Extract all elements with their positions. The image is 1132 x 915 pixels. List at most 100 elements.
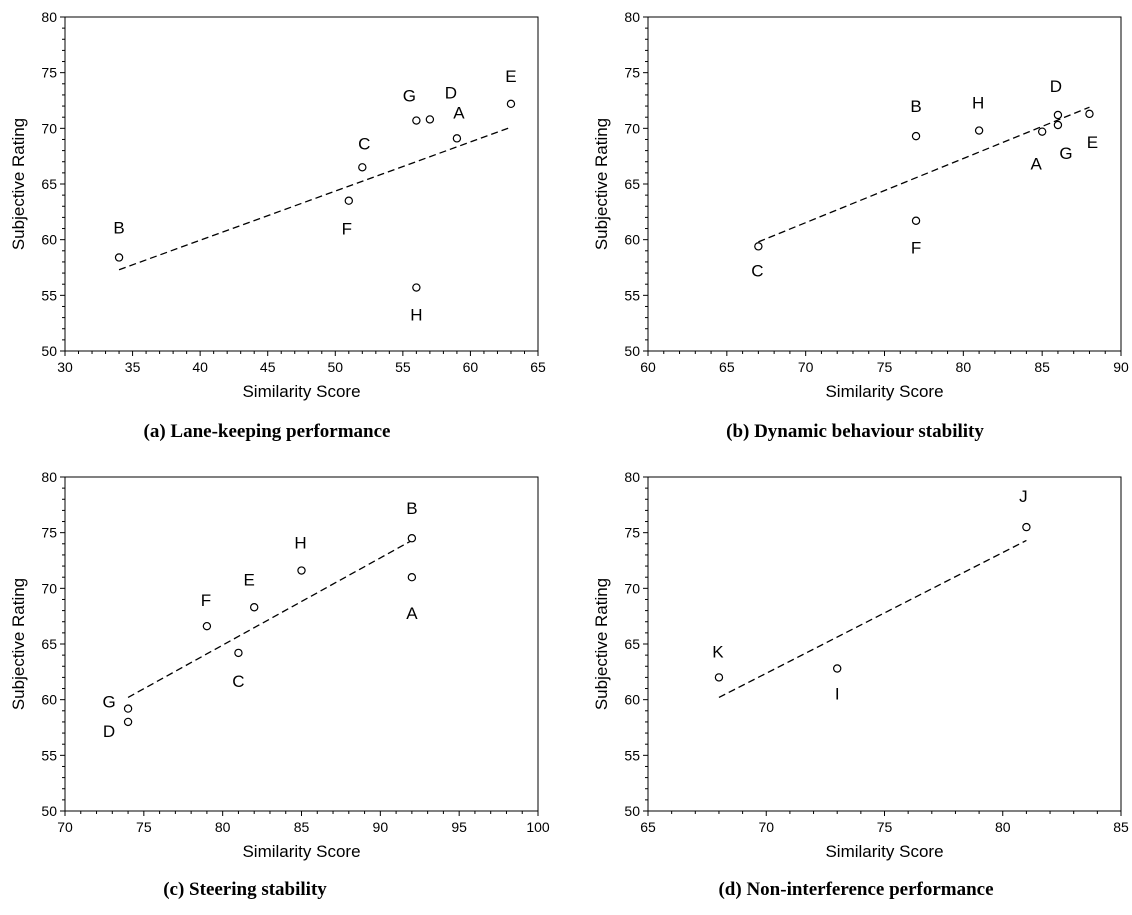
y-axis-title: Subjective Rating <box>9 118 28 250</box>
data-point-e <box>249 603 259 612</box>
x-tick-label: 80 <box>956 359 972 375</box>
x-tick-label: 40 <box>192 359 208 375</box>
y-tick-label: 60 <box>41 692 57 708</box>
x-tick-label: 35 <box>125 359 141 375</box>
y-tick-label: 65 <box>624 176 640 192</box>
data-point-a <box>1037 127 1047 136</box>
data-point-f <box>344 196 353 205</box>
point-label-i: I <box>835 684 840 703</box>
x-tick-label: 80 <box>995 819 1011 835</box>
point-label-g: G <box>1059 144 1072 163</box>
x-tick-label: 70 <box>57 819 73 835</box>
point-label-h: H <box>972 94 984 113</box>
x-tick-label: 75 <box>136 819 152 835</box>
x-tick-label: 85 <box>1113 819 1129 835</box>
y-tick-label: 65 <box>624 636 640 652</box>
x-tick-label: 65 <box>719 359 735 375</box>
y-tick-label: 50 <box>41 343 57 359</box>
point-label-g: G <box>102 693 115 712</box>
x-tick-label: 95 <box>451 819 467 835</box>
x-tick-label: 70 <box>758 819 774 835</box>
y-axis-title: Subjective Rating <box>9 578 28 710</box>
y-tick-label: 55 <box>624 287 640 303</box>
x-tick-label: 70 <box>798 359 814 375</box>
y-tick-label: 70 <box>41 580 57 596</box>
data-point-a <box>452 134 462 143</box>
data-point-h <box>974 126 984 135</box>
y-tick-label: 55 <box>41 747 57 763</box>
chart-caption-a: (a) Lane-keeping performance <box>143 421 391 442</box>
data-point-g <box>412 116 421 125</box>
data-point-g <box>1053 120 1063 130</box>
y-tick-label: 75 <box>41 65 57 81</box>
y-tick-label: 60 <box>41 232 57 248</box>
data-point-f <box>911 216 921 225</box>
y-axis-title: Subjective Rating <box>592 118 611 250</box>
x-tick-label: 75 <box>877 819 893 835</box>
x-tick-label: 90 <box>1113 359 1129 375</box>
y-tick-label: 65 <box>41 636 57 652</box>
point-label-e: E <box>244 570 255 589</box>
point-label-b: B <box>113 218 124 237</box>
x-tick-label: 85 <box>1034 359 1050 375</box>
y-tick-label: 80 <box>624 9 640 25</box>
chart-caption-c: (c) Steering stability <box>163 879 327 900</box>
y-tick-label: 50 <box>624 343 640 359</box>
y-tick-label: 80 <box>41 9 57 25</box>
x-tick-label: 65 <box>640 819 656 835</box>
data-point-b <box>911 131 921 141</box>
data-point-c <box>754 242 763 251</box>
data-point-b <box>114 253 124 262</box>
trend-line <box>118 126 512 271</box>
y-tick-label: 80 <box>624 469 640 485</box>
y-tick-label: 65 <box>41 176 57 192</box>
y-axis-title: Subjective Rating <box>592 578 611 710</box>
x-tick-label: 60 <box>463 359 479 375</box>
point-label-j: J <box>1019 487 1028 506</box>
data-point-g <box>123 704 133 713</box>
chart-caption-b: (b) Dynamic behaviour stability <box>726 421 984 442</box>
point-label-c: C <box>751 261 763 280</box>
point-label-h: H <box>410 306 422 325</box>
y-tick-label: 60 <box>624 232 640 248</box>
point-label-k: K <box>712 642 724 661</box>
data-point-h <box>297 566 306 575</box>
data-point-h <box>412 283 421 292</box>
point-label-d: D <box>445 83 457 102</box>
y-tick-label: 70 <box>624 120 640 136</box>
trend-line <box>758 106 1090 243</box>
x-tick-label: 75 <box>877 359 893 375</box>
x-tick-label: 85 <box>294 819 310 835</box>
x-axis-title: Similarity Score <box>242 842 360 861</box>
x-tick-label: 100 <box>526 819 550 835</box>
x-tick-label: 80 <box>215 819 231 835</box>
x-tick-label: 45 <box>260 359 276 375</box>
y-tick-label: 75 <box>624 65 640 81</box>
x-tick-label: 60 <box>640 359 656 375</box>
point-label-e: E <box>1087 133 1098 152</box>
data-point-c <box>234 648 243 658</box>
data-point-j <box>1022 522 1031 532</box>
y-tick-label: 60 <box>624 692 640 708</box>
x-tick-label: 65 <box>530 359 546 375</box>
y-tick-label: 50 <box>624 803 640 819</box>
data-point-d <box>123 717 133 727</box>
data-point-e <box>506 99 516 109</box>
chart-caption-d: (d) Non-interference performance <box>718 879 994 900</box>
point-label-b: B <box>406 499 417 518</box>
point-label-a: A <box>453 103 465 122</box>
data-point-e <box>1085 109 1094 119</box>
point-label-d: D <box>103 722 115 741</box>
y-tick-label: 80 <box>41 469 57 485</box>
y-tick-label: 70 <box>624 580 640 596</box>
y-tick-label: 70 <box>41 120 57 136</box>
x-axis-title: Similarity Score <box>825 382 943 401</box>
point-label-a: A <box>406 604 418 623</box>
